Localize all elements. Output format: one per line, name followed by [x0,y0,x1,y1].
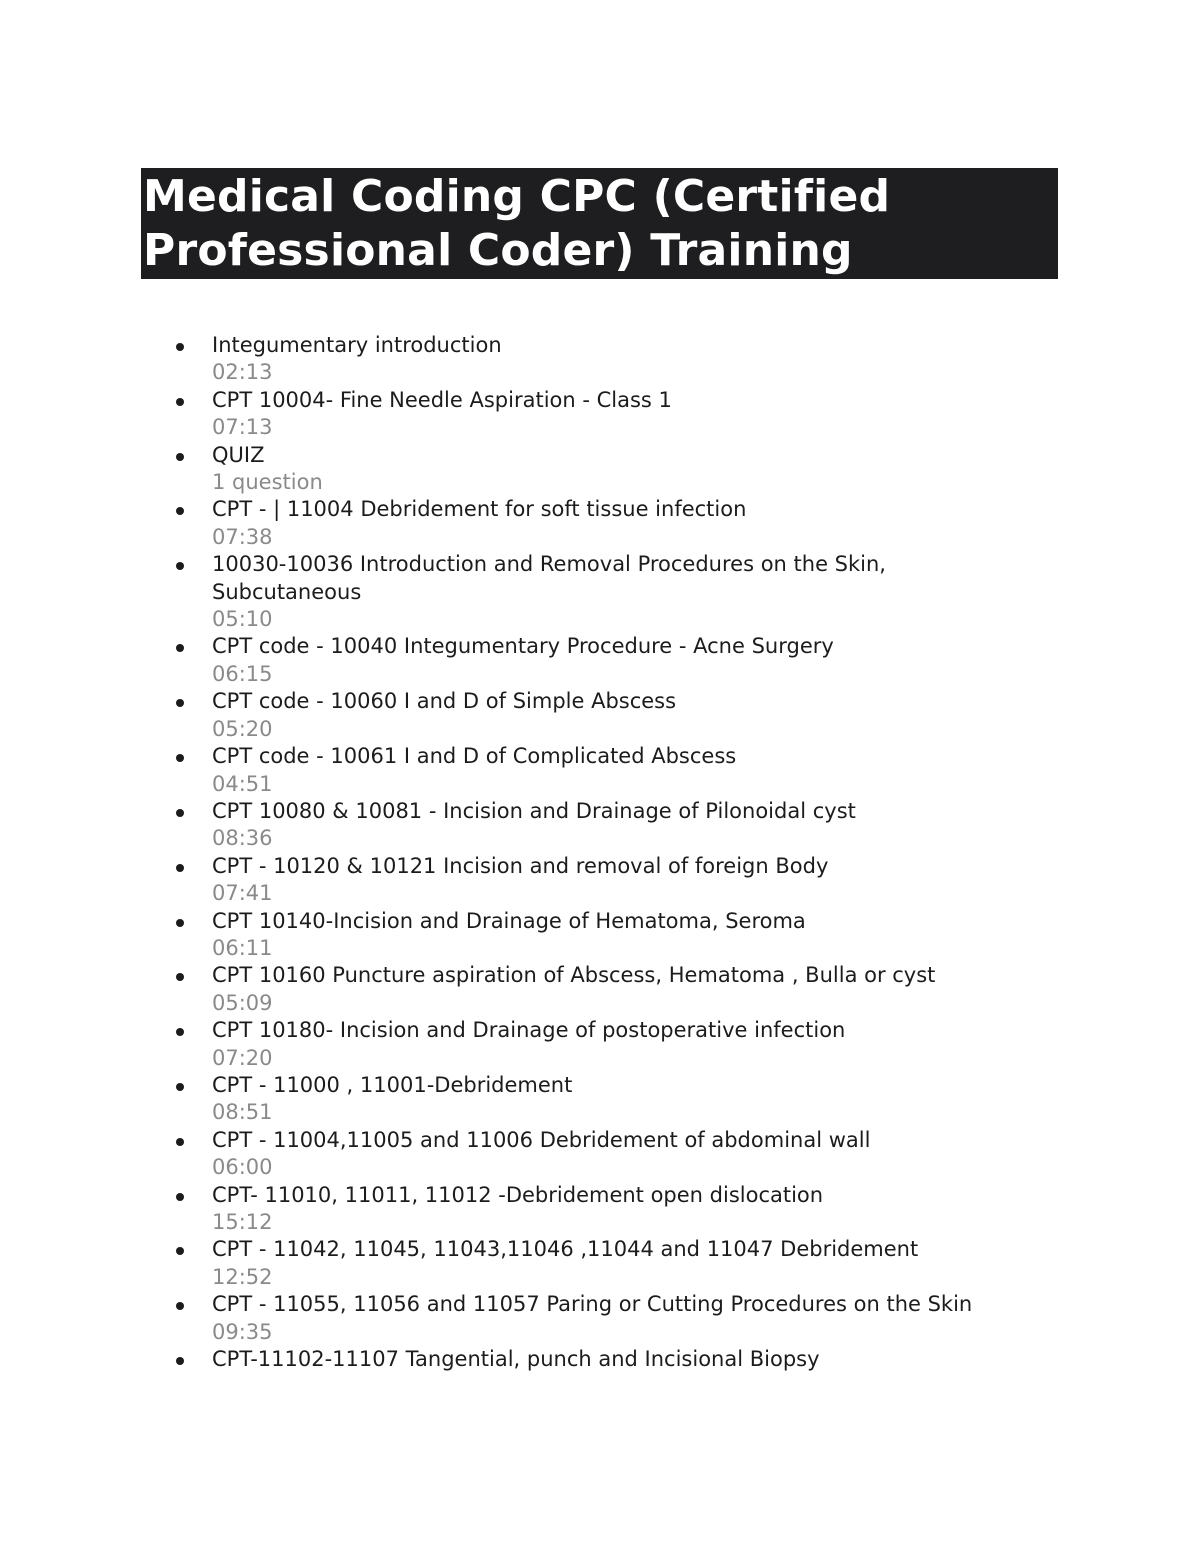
lesson-duration: 06:00 [212,1155,273,1180]
lesson-duration: 09:35 [212,1319,273,1344]
lesson-item[interactable]: CPT- 11010, 11011, 11012 -Debridement op… [176,1182,1030,1237]
lesson-duration: 07:20 [212,1045,273,1070]
lesson-item[interactable]: Integumentary introduction 02:13 [176,332,1030,387]
lesson-duration: 15:12 [212,1210,273,1234]
lesson-title: CPT - 11000 , 11001-Debridement [212,1072,573,1097]
lesson-title: CPT code - 10040 Integumentary Procedure… [212,634,834,659]
lesson-item[interactable]: CPT 10080 & 10081 - Incision and Drainag… [176,798,1030,853]
lesson-title: CPT 10140-Incision and Drainage of Hemat… [212,908,806,933]
lesson-item[interactable]: CPT 10140-Incision and Drainage of Hemat… [176,908,1030,963]
lesson-duration: 08:51 [212,1100,273,1125]
lesson-duration: 05:20 [212,716,273,741]
lesson-title: CPT - 11004,11005 and 11006 Debridement … [212,1127,871,1152]
page-title: Medical Coding CPC (Certified Profession… [143,171,891,276]
lesson-title: QUIZ [212,442,265,467]
lesson-duration: 12:52 [212,1264,273,1289]
lesson-duration: 02:13 [212,360,273,385]
lesson-duration: 08:36 [212,826,273,851]
lesson-title: Integumentary introduction [212,333,502,357]
lesson-duration: 05:10 [212,607,273,632]
lesson-item[interactable]: CPT code - 10061 I and D of Complicated … [176,743,1030,798]
lesson-duration: 1 question [212,470,323,495]
lesson-title: CPT 10160 Puncture aspiration of Abscess… [212,963,936,988]
lesson-title: CPT 10004- Fine Needle Aspiration - Clas… [212,387,672,412]
lesson-item[interactable]: CPT - 11000 , 11001-Debridement 08:51 [176,1072,1030,1127]
lesson-duration: 07:38 [212,524,273,549]
lesson-title: 10030-10036 Introduction and Removal Pro… [212,552,886,604]
lesson-item[interactable]: CPT code - 10060 I and D of Simple Absce… [176,688,1030,743]
lesson-duration: 05:09 [212,990,273,1015]
lesson-duration: 06:15 [212,661,273,686]
lesson-item[interactable]: 10030-10036 Introduction and Removal Pro… [176,551,1030,633]
title-banner: Medical Coding CPC (Certified Profession… [141,168,1058,279]
lesson-title: CPT 10080 & 10081 - Incision and Drainag… [212,798,856,823]
lesson-duration: 04:51 [212,771,273,796]
lesson-item[interactable]: CPT - | 11004 Debridement for soft tissu… [176,496,1030,551]
lesson-item[interactable]: CPT 10180- Incision and Drainage of post… [176,1017,1030,1072]
lesson-item[interactable]: CPT - 11042, 11045, 11043,11046 ,11044 a… [176,1236,1030,1291]
lesson-item[interactable]: CPT - 10120 & 10121 Incision and removal… [176,853,1030,908]
lesson-duration: 07:13 [212,415,273,440]
lesson-item[interactable]: CPT 10004- Fine Needle Aspiration - Clas… [176,387,1030,442]
lesson-title: CPT - 11055, 11056 and 11057 Paring or C… [212,1292,973,1317]
lesson-title: CPT - 11042, 11045, 11043,11046 ,11044 a… [212,1237,919,1262]
lesson-title: CPT code - 10061 I and D of Complicated … [212,744,737,769]
lesson-item[interactable]: QUIZ 1 question [176,442,1030,497]
lesson-title: CPT- 11010, 11011, 11012 -Debridement op… [212,1182,824,1207]
lesson-title: CPT 10180- Incision and Drainage of post… [212,1018,846,1043]
lesson-title: CPT code - 10060 I and D of Simple Absce… [212,689,677,714]
lesson-title: CPT-11102-11107 Tangential, punch and In… [212,1347,820,1372]
lesson-title: CPT - | 11004 Debridement for soft tissu… [212,497,747,522]
lesson-item[interactable]: CPT - 11055, 11056 and 11057 Paring or C… [176,1291,1030,1346]
lesson-item[interactable]: CPT 10160 Puncture aspiration of Abscess… [176,962,1030,1017]
lesson-duration: 07:41 [212,881,273,906]
lesson-item[interactable]: CPT - 11004,11005 and 11006 Debridement … [176,1127,1030,1182]
lesson-item[interactable]: CPT-11102-11107 Tangential, punch and In… [176,1346,1030,1373]
lesson-item[interactable]: CPT code - 10040 Integumentary Procedure… [176,633,1030,688]
lesson-duration: 06:11 [212,935,273,960]
lesson-list: Integumentary introduction 02:13 CPT 10004… [176,332,1030,1373]
lesson-title: CPT - 10120 & 10121 Incision and removal… [212,853,829,878]
